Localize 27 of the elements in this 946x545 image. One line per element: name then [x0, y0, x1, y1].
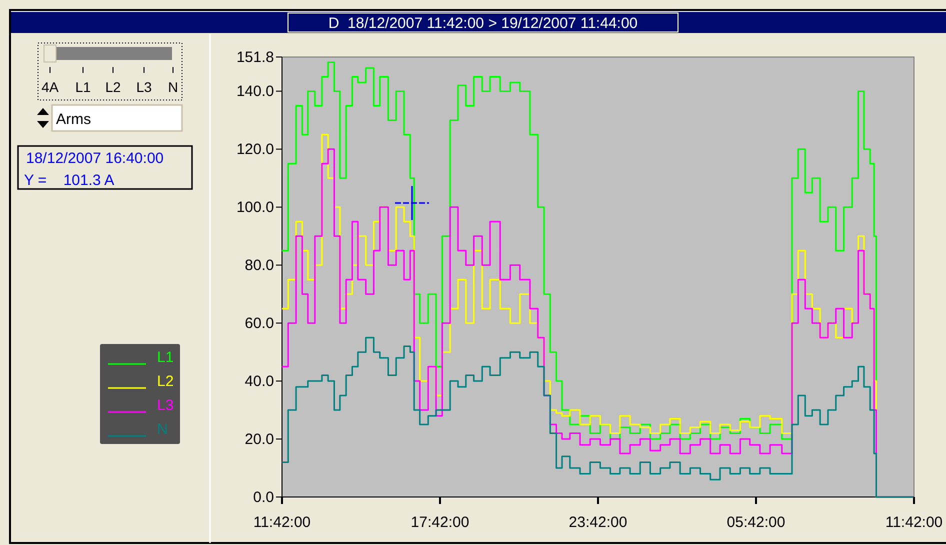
y-tick-label: 60.0: [244, 315, 274, 332]
x-tick-label: 05:42:00: [726, 514, 786, 531]
text: Y = 101.3 A: [24, 172, 114, 189]
y-tick-label: 140.0: [236, 83, 274, 100]
x-tick-label: 11:42:00: [253, 514, 311, 531]
text: 4A: [41, 79, 60, 95]
y-tick-label: 0.0: [253, 489, 274, 506]
y-tick-label: 20.0: [244, 431, 274, 448]
text: Arms: [56, 111, 91, 128]
y-tick-label: 151.8: [236, 49, 274, 66]
x-tick-label: 23:42:00: [568, 514, 628, 531]
text: 18/12/2007 16:40:00: [26, 150, 164, 167]
legend-label: L3: [157, 397, 174, 414]
chart-title: D 18/12/2007 11:42:00 > 19/12/2007 11:44:00: [328, 15, 638, 32]
legend-label: N: [157, 421, 168, 438]
x-tick-label: 17:42:00: [410, 514, 470, 531]
legend-label: L1: [157, 349, 174, 366]
legend-label: L2: [157, 373, 174, 390]
text: L2: [105, 79, 121, 95]
y-tick-label: 100.0: [236, 199, 274, 216]
x-tick-label: 11:42:00: [885, 514, 943, 531]
text: L3: [136, 79, 152, 95]
text: N: [168, 79, 178, 95]
y-tick-label: 80.0: [244, 257, 274, 274]
y-tick-label: 40.0: [244, 373, 274, 390]
text: L1: [75, 79, 91, 95]
y-tick-label: 120.0: [236, 141, 274, 158]
